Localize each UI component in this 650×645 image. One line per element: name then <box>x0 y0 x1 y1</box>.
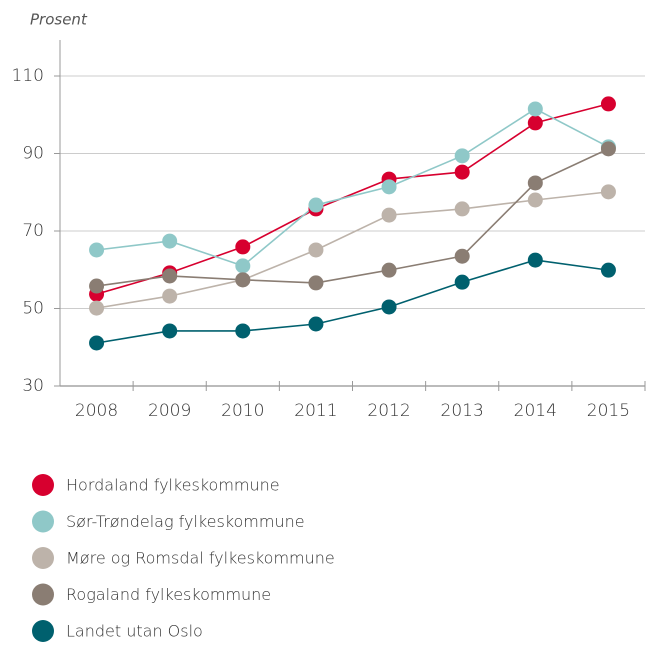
data-point <box>527 115 543 131</box>
y-tick-label: 30 <box>22 376 44 396</box>
series-line <box>96 259 609 344</box>
data-point <box>89 300 105 316</box>
data-point <box>600 262 616 278</box>
data-point <box>381 299 397 315</box>
data-point <box>527 175 543 191</box>
data-point <box>527 192 543 208</box>
data-point <box>454 274 470 290</box>
data-point <box>162 268 178 284</box>
data-point <box>381 207 397 223</box>
x-tick-label: 2010 <box>221 401 264 421</box>
x-tick-label: 2012 <box>367 401 410 421</box>
data-point <box>527 252 543 268</box>
x-tick-label: 2009 <box>148 401 191 421</box>
data-point <box>89 242 105 258</box>
data-point <box>381 262 397 278</box>
y-axis-label: Prosent <box>30 11 88 29</box>
series-line <box>96 191 609 309</box>
data-point <box>89 278 105 294</box>
data-point <box>308 316 324 332</box>
y-tick-label: 110 <box>12 66 44 86</box>
x-tick-label: 2014 <box>514 401 557 421</box>
series-line <box>96 148 609 287</box>
y-tick-label: 70 <box>22 221 44 241</box>
data-point <box>235 323 251 339</box>
data-point <box>162 323 178 339</box>
data-point <box>600 141 616 157</box>
data-point <box>162 288 178 304</box>
data-point <box>600 184 616 200</box>
x-tick-label: 2008 <box>75 401 118 421</box>
data-point <box>454 164 470 180</box>
y-tick-label: 90 <box>22 144 44 164</box>
legend-marker <box>32 620 54 642</box>
x-tick-label: 2015 <box>587 401 630 421</box>
data-point <box>162 233 178 249</box>
data-point <box>308 242 324 258</box>
legend-label: Rogaland fylkeskommune <box>66 585 271 604</box>
data-point <box>235 258 251 274</box>
data-point <box>235 239 251 255</box>
data-point <box>381 179 397 195</box>
legend-label: Sør-Trøndelag fylkeskommune <box>66 512 305 531</box>
y-tick-label: 50 <box>22 299 44 319</box>
x-tick-label: 2013 <box>441 401 484 421</box>
data-point <box>600 96 616 112</box>
data-point <box>454 201 470 217</box>
data-point <box>308 275 324 291</box>
data-point <box>89 335 105 351</box>
data-point <box>527 101 543 117</box>
legend-marker <box>32 583 54 606</box>
legend-marker <box>32 547 54 569</box>
legend-marker <box>32 510 54 533</box>
legend-label: Møre og Romsdal fylkeskommune <box>66 549 335 568</box>
data-point <box>454 148 470 164</box>
series-line <box>96 103 609 295</box>
legend-marker <box>32 474 54 496</box>
legend-label: Landet utan Oslo <box>66 622 203 641</box>
series-line <box>96 108 609 267</box>
data-point <box>308 197 324 213</box>
legend-label: Hordaland fylkeskommune <box>66 476 280 495</box>
data-point <box>235 272 251 288</box>
data-point <box>454 248 470 264</box>
x-tick-label: 2011 <box>294 401 337 421</box>
